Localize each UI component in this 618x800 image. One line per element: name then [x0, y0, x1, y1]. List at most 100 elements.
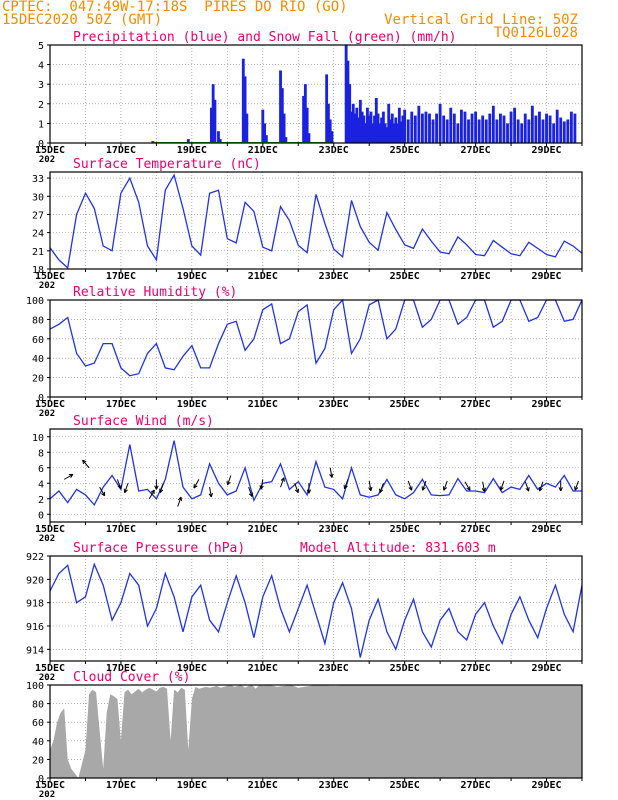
precip-bar: [263, 123, 266, 143]
x-tick-label: 15DEC: [35, 271, 65, 282]
x-tick-label: 21DEC: [248, 524, 278, 535]
precip-bar: [495, 119, 499, 143]
x-tick-label: 21DEC: [248, 663, 278, 674]
y-tick-label: 4: [38, 61, 44, 72]
y-tick-label: 916: [26, 622, 44, 633]
precip-bar: [442, 115, 446, 143]
precip-bar: [209, 107, 213, 143]
y-tick-label: 100: [26, 681, 44, 692]
precip-bar: [326, 103, 330, 143]
x-tick-label: 19DEC: [177, 145, 207, 156]
x-tick-label: 23DEC: [319, 399, 349, 410]
x-tick-label: 21DEC: [248, 145, 278, 156]
precip-bar: [381, 111, 385, 143]
x-tick-label: 19DEC: [177, 271, 207, 282]
precip-bar: [488, 113, 492, 143]
panel-title: Relative Humidity (%): [73, 285, 237, 300]
x-year-label: 202: [39, 790, 55, 800]
wind-arrow-head: [208, 492, 213, 498]
precip-bar: [396, 123, 399, 143]
wind-arrow: [116, 479, 122, 489]
wind-arrow: [63, 473, 74, 480]
x-tick-label: 23DEC: [319, 780, 349, 791]
y-tick-label: 4: [38, 479, 44, 490]
precip-bar: [573, 113, 577, 143]
wind-arrow-head: [154, 485, 159, 490]
x-tick-label: 21DEC: [248, 271, 278, 282]
panel-title: Surface Pressure (hPa): [73, 541, 245, 556]
precip-bar: [364, 123, 368, 143]
header-grid-note: Vertical Grid Line: 50Z: [384, 12, 578, 28]
y-tick-label: 3: [38, 80, 44, 91]
precip-bar: [456, 123, 460, 143]
y-tick-label: 40: [32, 737, 44, 748]
x-year-label: 202: [39, 534, 55, 544]
y-tick-label: 100: [26, 296, 44, 307]
precip-bar: [302, 95, 306, 143]
wind-arrow-head: [150, 489, 155, 495]
precip-bar: [417, 105, 421, 143]
x-tick-label: 27DEC: [461, 145, 491, 156]
wind-arrow: [524, 481, 530, 492]
precip-bar: [403, 109, 407, 143]
wind-arrow: [329, 467, 333, 478]
precip-bar: [330, 131, 334, 143]
precip-bar: [211, 84, 215, 143]
precip-bar: [520, 123, 524, 143]
y-tick-label: 80: [32, 700, 44, 711]
precip-bar: [369, 111, 373, 143]
precip-bar: [241, 58, 245, 143]
wind-arrow-head: [280, 477, 285, 482]
x-tick-label: 17DEC: [106, 271, 136, 282]
precip-bar: [280, 88, 284, 143]
x-tick-label: 21DEC: [248, 399, 278, 410]
precip-bar: [357, 117, 360, 143]
precip-bar: [374, 97, 378, 143]
y-tick-label: 18: [32, 265, 44, 276]
x-tick-label: 25DEC: [390, 524, 420, 535]
y-tick-label: 922: [26, 552, 44, 563]
wind-arrow-head: [408, 486, 413, 491]
wind-arrow: [407, 480, 413, 491]
precip-bar: [353, 113, 357, 143]
precip-bar: [351, 103, 355, 143]
header-location: CPTEC: 047:49W-17:18S PIRES DO RIO (GO): [2, 0, 348, 15]
precip-bar: [243, 76, 247, 143]
precip-bar: [484, 119, 488, 143]
x-tick-label: 17DEC: [106, 399, 136, 410]
precip-bar: [452, 113, 456, 143]
panel-frame: [49, 428, 583, 523]
precip-bar: [385, 127, 389, 143]
precip-bar: [467, 119, 470, 143]
wind-arrow: [248, 486, 253, 497]
wind-arrow: [193, 479, 200, 489]
precip-bar: [566, 119, 570, 143]
precip-bar: [509, 111, 513, 143]
wind-arrow: [379, 483, 384, 493]
wind-arrow-head: [421, 486, 426, 491]
wind-arrow: [99, 486, 106, 497]
precip-bar: [513, 107, 517, 143]
wind-arrow: [539, 481, 544, 492]
wind-arrow-head: [466, 486, 471, 491]
precip-bar: [406, 119, 410, 143]
precip-bar: [383, 123, 387, 143]
wind-arrow: [368, 480, 372, 491]
precip-bar: [435, 113, 439, 143]
precip-bar: [569, 111, 573, 143]
x-tick-label: 29DEC: [531, 145, 561, 156]
wind-arrow: [226, 475, 232, 486]
x-tick-label: 19DEC: [177, 524, 207, 535]
precip-bar: [151, 141, 155, 143]
wind-arrow: [464, 481, 471, 491]
precip-bar: [538, 111, 541, 143]
x-tick-label: 25DEC: [390, 271, 420, 282]
wind-arrow: [159, 483, 164, 493]
model-altitude-label: Model Altitude: 831.603 m: [300, 541, 496, 556]
precip-bar: [397, 107, 401, 143]
y-tick-label: 40: [32, 354, 44, 365]
x-tick-label: 15DEC: [35, 524, 65, 535]
precip-bar: [282, 113, 286, 143]
panel-cloud: [47, 684, 583, 781]
x-tick-label: 29DEC: [531, 271, 561, 282]
